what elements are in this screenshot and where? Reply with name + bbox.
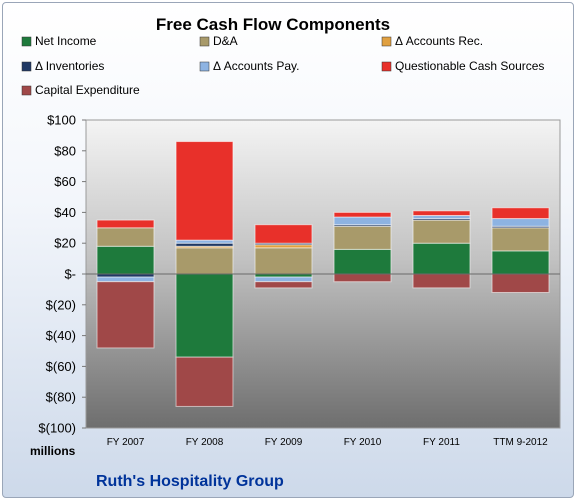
y-axis: $100 $80 $60 $40 $20 $- $(20) $(40) $(60) $(80) $(… (38, 113, 86, 436)
bar-net-income-ttm-9-2012 (491, 250, 550, 275)
x-tick-label: TTM 9-2012 (493, 437, 548, 448)
bar-questionable-cash-sources-fy-2008 (175, 141, 234, 241)
x-tick-label: FY 2007 (107, 437, 145, 448)
bar-d-a-fy-2007 (96, 227, 155, 247)
bar-stack-fy-2011 (412, 210, 471, 289)
legend-swatch (21, 36, 32, 47)
company-name: Ruth's Hospitality Group (96, 473, 284, 490)
bar-accounts-pay-ttm-9-2012 (491, 218, 550, 227)
y-tick-label: $(80) (46, 390, 76, 405)
bar-questionable-cash-sources-fy-2010 (333, 211, 392, 218)
bar-capital-expenditure-fy-2010 (333, 273, 392, 283)
bar-accounts-pay-fy-2007 (96, 276, 155, 283)
y-tick-label: $60 (54, 174, 76, 189)
y-tick-label: $(40) (46, 328, 76, 343)
bar-questionable-cash-sources-fy-2009 (254, 224, 313, 244)
unit-label: millions (30, 444, 76, 458)
y-tick-label: $- (64, 267, 76, 282)
bars (86, 141, 560, 407)
legend-label: Net Income (35, 34, 97, 48)
bar-capital-expenditure-fy-2011 (412, 273, 471, 289)
legend-item-inventories: Δ Inventories (21, 59, 104, 73)
bar-accounts-pay-fy-2010 (333, 216, 392, 226)
x-axis: FY 2007 FY 2008 FY 2009 FY 2010 FY 2011 TTM 9… (107, 437, 548, 448)
bar-net-income-fy-2010 (333, 248, 392, 275)
bar-questionable-cash-sources-fy-2007 (96, 219, 155, 229)
bar-stack-fy-2010 (333, 211, 392, 283)
bar-net-income-fy-2007 (96, 245, 155, 275)
x-tick-label: FY 2008 (186, 437, 224, 448)
y-tick-label: $(100) (38, 421, 76, 436)
bar-accounts-pay-fy-2009 (254, 276, 313, 283)
bar-d-a-fy-2011 (412, 219, 471, 244)
legend: Net Income D&A Δ Accounts Rec. Δ Inventorie… (21, 34, 544, 97)
bar-stack-fy-2008 (175, 141, 234, 407)
bar-d-a-fy-2008 (175, 247, 234, 275)
legend-item-capital-expenditure: Capital Expenditure (21, 83, 140, 97)
bar-stack-fy-2007 (96, 219, 155, 349)
legend-label: Δ Accounts Rec. (395, 34, 483, 48)
legend-swatch (199, 61, 210, 72)
chart-title: Free Cash Flow Components (156, 15, 390, 34)
legend-item-questionable-cash-sources: Questionable Cash Sources (381, 59, 544, 73)
legend-label: Δ Accounts Pay. (213, 59, 300, 73)
bar-questionable-cash-sources-fy-2011 (412, 210, 471, 216)
bar-capital-expenditure-fy-2008 (175, 356, 234, 407)
bar-d-a-fy-2010 (333, 225, 392, 250)
legend-item-net-income: Net Income (21, 34, 97, 48)
bar-capital-expenditure-ttm-9-2012 (491, 273, 550, 293)
legend-swatch (21, 85, 32, 96)
x-tick-label: FY 2010 (344, 437, 382, 448)
bar-d-a-fy-2009 (254, 247, 313, 275)
y-tick-label: $100 (47, 113, 76, 128)
legend-swatch (199, 36, 210, 47)
bar-questionable-cash-sources-ttm-9-2012 (491, 207, 550, 220)
y-tick-label: $40 (54, 205, 76, 220)
legend-label: Questionable Cash Sources (395, 59, 544, 73)
bar-stack-ttm-9-2012 (491, 207, 550, 293)
bar-capital-expenditure-fy-2007 (96, 281, 155, 349)
legend-label: D&A (213, 34, 238, 48)
x-tick-label: FY 2009 (265, 437, 303, 448)
legend-label: Capital Expenditure (35, 83, 140, 97)
bar-net-income-fy-2011 (412, 242, 471, 275)
legend-item-accounts-pay: Δ Accounts Pay. (199, 59, 300, 73)
legend-item-accounts-rec: Δ Accounts Rec. (381, 34, 483, 48)
legend-label: Δ Inventories (35, 59, 104, 73)
y-tick-label: $20 (54, 236, 76, 251)
y-tick-label: $(20) (46, 297, 76, 312)
y-tick-label: $80 (54, 143, 76, 158)
y-tick-label: $(60) (46, 359, 76, 374)
bar-net-income-fy-2008 (175, 273, 234, 358)
legend-swatch (381, 61, 392, 72)
x-tick-label: FY 2011 (423, 437, 460, 448)
bar-d-a-ttm-9-2012 (491, 227, 550, 252)
legend-swatch (381, 36, 392, 47)
legend-swatch (21, 61, 32, 72)
legend-item-d-a: D&A (199, 34, 238, 48)
bar-stack-fy-2009 (254, 224, 313, 289)
bar-capital-expenditure-fy-2009 (254, 281, 313, 289)
